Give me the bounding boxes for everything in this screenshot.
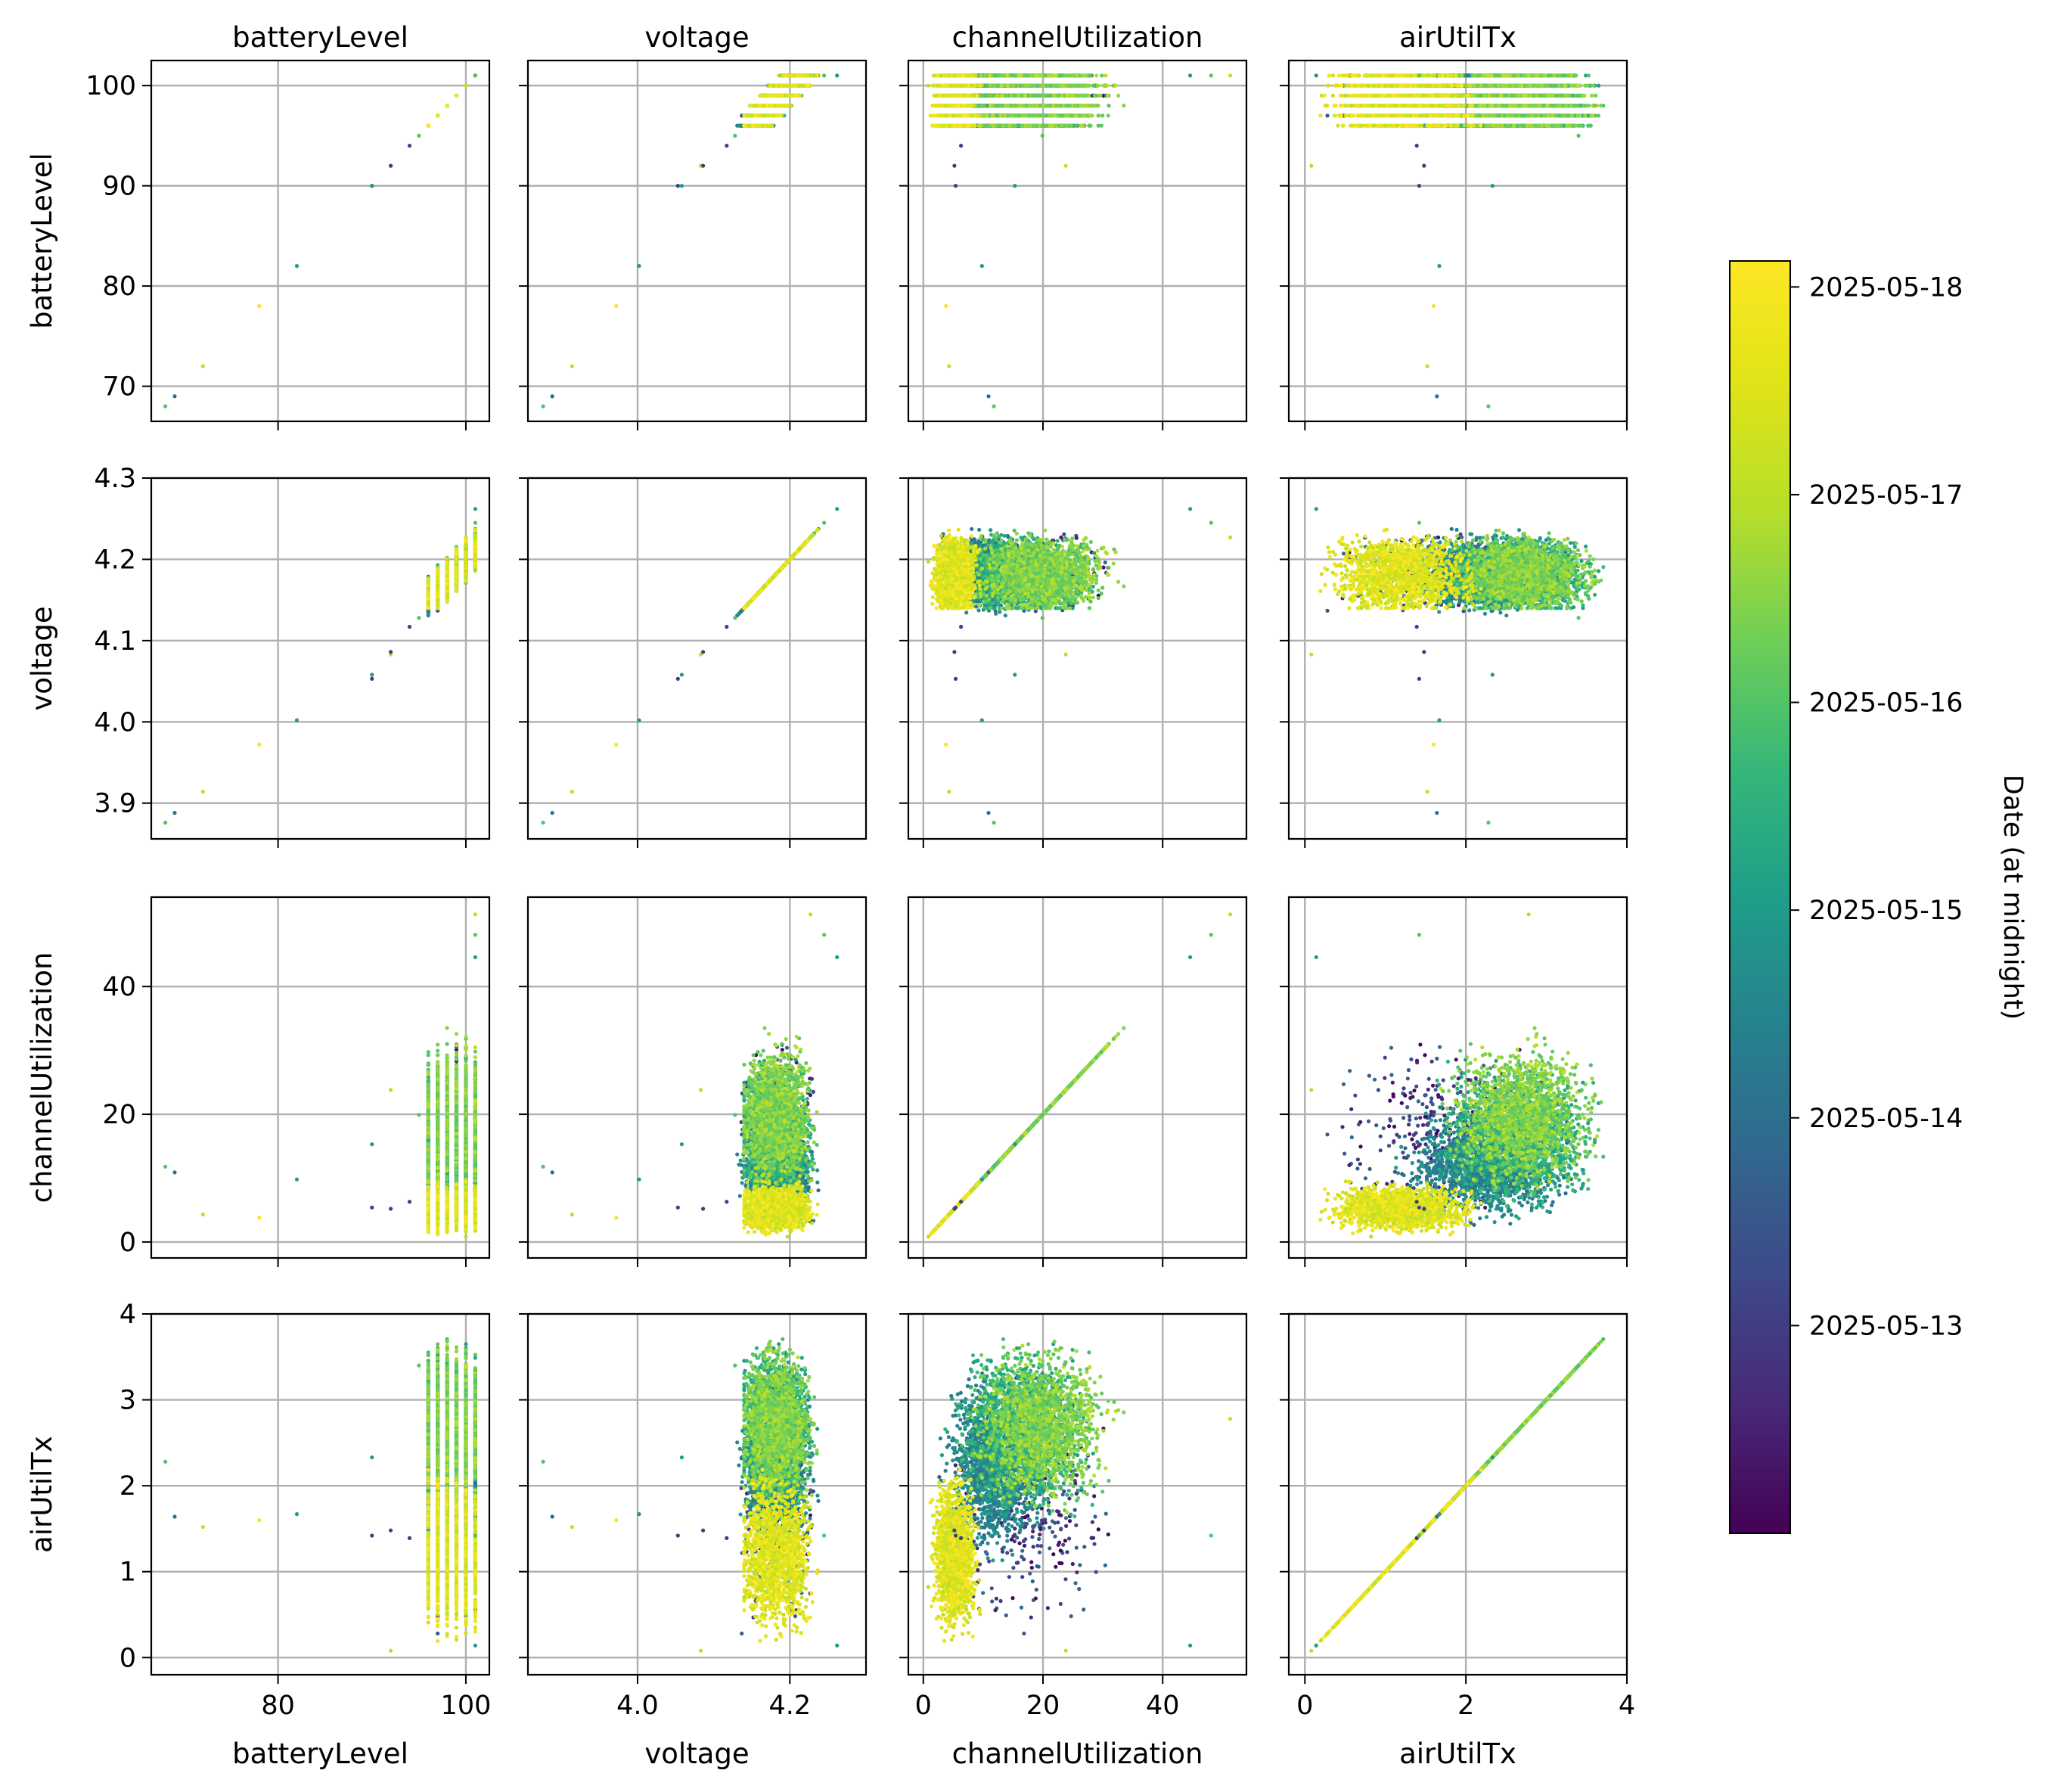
scatter-matrix-figure: 708090100batteryLevelbatteryLevelvoltage… bbox=[0, 0, 2058, 1792]
